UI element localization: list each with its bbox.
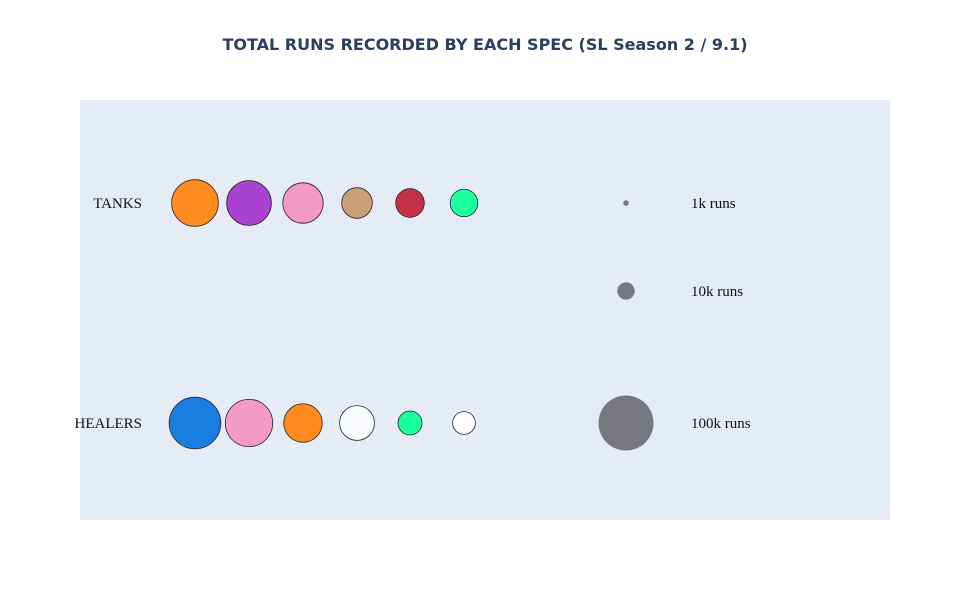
- chart-title: TOTAL RUNS RECORDED BY EACH SPEC (SL Sea…: [222, 35, 747, 54]
- plot-area: [80, 100, 890, 520]
- legend-label-3: 100k runs: [691, 416, 751, 432]
- legend-marker-1: [623, 200, 629, 206]
- size-legend: 1k runs 10k runs 100k runs: [598, 196, 751, 451]
- legend-marker-2: [617, 282, 635, 300]
- row-label-tanks: TANKS: [93, 196, 142, 212]
- bubble-healers-2[interactable]: [224, 398, 274, 448]
- bubble-tanks-2[interactable]: [226, 180, 272, 226]
- bubble-tanks-6[interactable]: [449, 188, 479, 218]
- bubble-tanks-3[interactable]: [282, 182, 324, 224]
- bubble-healers-1[interactable]: [168, 396, 222, 450]
- row-label-healers: HEALERS: [75, 416, 143, 432]
- bubble-tanks-1[interactable]: [171, 179, 219, 227]
- bubble-healers-4[interactable]: [339, 405, 375, 441]
- legend-marker-3: [598, 395, 654, 451]
- bubble-healers-6[interactable]: [452, 411, 476, 435]
- bubble-tanks-4[interactable]: [341, 187, 373, 219]
- bubble-healers-3[interactable]: [283, 403, 323, 443]
- spec-rows: TANKS HEALERS: [75, 179, 479, 450]
- bubble-tanks-5[interactable]: [395, 188, 425, 218]
- legend-label-1: 1k runs: [691, 196, 736, 212]
- bubble-healers-5[interactable]: [397, 410, 423, 436]
- legend-label-2: 10k runs: [691, 284, 743, 300]
